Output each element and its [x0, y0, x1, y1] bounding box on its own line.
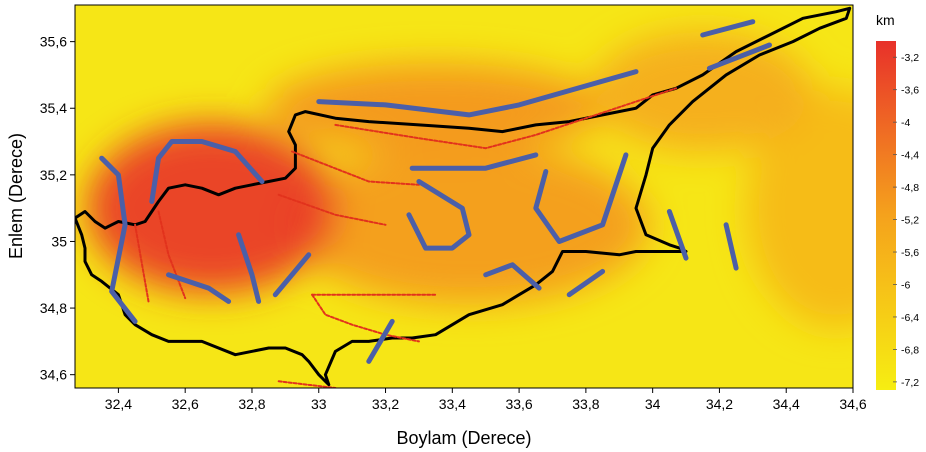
colorbar-tick-label: -7,2: [901, 377, 919, 389]
red-fault-layer: [134, 87, 677, 388]
colorbar-ticks: -3,2 -3,6 -4 -4,4 -4,8 -5,2 -5,6 -6 -6,4 -6,8 -7,2: [893, 52, 919, 389]
red-fault-line: [277, 193, 387, 226]
red-fault-line: [157, 210, 187, 300]
depth-anomaly-west-deep: [86, 123, 337, 294]
x-tick-label: 34,4: [773, 396, 800, 412]
blue-fault-line: [272, 252, 312, 298]
x-tick-label: 33,2: [372, 396, 399, 412]
colorbar-gradient: [876, 41, 896, 390]
red-fault-line: [277, 380, 337, 388]
colorbar-tick-label: -5,2: [901, 215, 919, 227]
blue-fault-layer: [99, 19, 772, 364]
blue-fault-line: [483, 262, 542, 291]
x-tick-label: 34,2: [706, 396, 733, 412]
blue-fault-line: [166, 272, 232, 304]
colorbar-title: km: [876, 12, 895, 28]
blue-fault-line: [99, 155, 138, 324]
red-fault-line: [334, 87, 677, 150]
x-tick-label: 34: [645, 396, 661, 412]
blue-fault-line: [566, 268, 606, 298]
x-axis: 32,4 32,6 32,8 33 33,2 33,4 33,6 33,8 34 34,2 34,4…: [105, 388, 867, 412]
depth-anomaly-north-coast: [265, 63, 606, 154]
cyprus-coastline: [75, 6, 852, 387]
x-tick-label: 33: [311, 396, 327, 412]
blue-fault-line: [149, 139, 265, 204]
y-tick-label: 35: [51, 233, 67, 249]
y-axis: 34,6 34,8 35 35,2 35,4 35,6: [40, 34, 75, 383]
colorbar-tick-label: -4,4: [901, 150, 919, 162]
y-tick-label: 35,2: [40, 167, 67, 183]
red-fault-line: [291, 150, 420, 186]
blue-fault-line: [316, 69, 639, 118]
blue-fault-line: [533, 152, 629, 244]
colorbar-tick-label: -6: [901, 279, 910, 291]
blue-fault-line: [706, 42, 772, 71]
y-tick-label: 34,8: [40, 300, 67, 316]
x-tick-label: 32,4: [105, 396, 132, 412]
colorbar-tick-label: -3,2: [901, 52, 919, 64]
y-tick-label: 35,4: [40, 100, 67, 116]
colorbar: km -3,2-3,6-4-4,4-4,8-5,2-5,6-6-6,4-6,8-…: [876, 12, 919, 390]
x-tick-label: 32,6: [172, 396, 199, 412]
y-tick-label: 34,6: [40, 367, 67, 383]
x-tick-label: 33,4: [439, 396, 466, 412]
blue-fault-line: [666, 209, 689, 261]
x-tick-label: 34,6: [839, 396, 866, 412]
red-fault-line: [311, 293, 420, 343]
blue-fault-line: [409, 152, 539, 171]
colorbar-tick-label: -6,4: [901, 312, 919, 324]
colorbar-tick-label: -4,8: [901, 182, 919, 194]
coastline-layer: [75, 6, 852, 387]
y-tick-label: 35,6: [40, 34, 67, 50]
colorbar-tick-label: -6,8: [901, 344, 919, 356]
plot-area: [75, 5, 853, 388]
colorbar-tick-label: -3,6: [901, 85, 919, 97]
x-axis-title: Boylam (Derece): [396, 428, 531, 448]
depth-anomaly-east-sea: [746, 88, 853, 329]
depth-anomaly-karpas: [592, 31, 813, 152]
blue-fault-line: [700, 19, 756, 38]
blue-fault-line: [723, 222, 739, 271]
plot-frame: [74, 4, 854, 389]
x-tick-label: 33,6: [505, 396, 532, 412]
blue-fault-line: [236, 232, 262, 304]
y-axis-title: Enlem (Derece): [6, 133, 26, 259]
x-tick-label: 33,8: [572, 396, 599, 412]
blue-fault-line: [366, 318, 395, 364]
x-tick-label: 32,8: [238, 396, 265, 412]
colorbar-tick-label: -5,6: [901, 247, 919, 259]
blue-fault-line: [406, 179, 472, 251]
colorbar-tick-label: -4: [901, 117, 910, 129]
red-fault-line: [134, 223, 150, 303]
